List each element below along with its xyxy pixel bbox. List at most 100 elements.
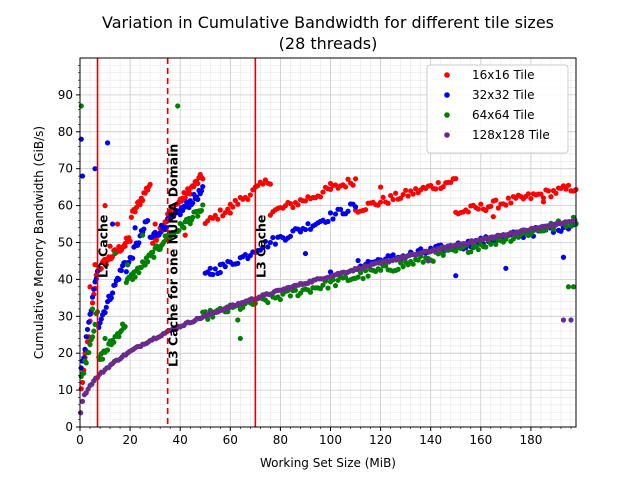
point-64x64-tile bbox=[357, 270, 364, 276]
point-32x32-tile bbox=[305, 221, 311, 227]
point-16x16-tile-outlier bbox=[114, 221, 121, 227]
point-64x64-tile bbox=[99, 356, 106, 362]
point-64x64-tile bbox=[332, 283, 339, 289]
point-32x32-tile bbox=[332, 211, 339, 217]
point-32x32-tile bbox=[109, 290, 116, 296]
point-32x32-tile bbox=[287, 233, 294, 239]
point-32x32-tile-outlier bbox=[92, 166, 98, 172]
point-32x32-tile bbox=[262, 238, 268, 245]
point-16x16-tile bbox=[362, 207, 369, 213]
point-64x64-tile bbox=[87, 341, 93, 348]
point-64x64-tile-outlier bbox=[237, 335, 243, 342]
point-64x64-tile bbox=[528, 231, 534, 237]
point-32x32-tile bbox=[217, 269, 223, 276]
point-64x64-tile bbox=[468, 249, 474, 255]
point-16x16-tile bbox=[295, 202, 301, 208]
point-16x16-tile bbox=[327, 186, 334, 192]
point-64x64-tile bbox=[116, 334, 122, 340]
point-64x64-tile-outlier bbox=[235, 317, 241, 323]
point-16x16-tile bbox=[475, 206, 481, 212]
point-64x64-tile bbox=[132, 274, 138, 280]
point-32x32-tile-outlier bbox=[109, 221, 116, 227]
point-16x16-tile bbox=[388, 192, 394, 199]
cache-line-label: L3 Cache for one NUMA Domain bbox=[166, 144, 181, 367]
point-32x32-tile bbox=[108, 295, 114, 301]
legend-label: 64x64 Tile bbox=[472, 108, 534, 122]
point-64x64-tile bbox=[453, 248, 459, 254]
x-tick-label: 0 bbox=[76, 433, 84, 447]
point-16x16-tile bbox=[247, 192, 253, 198]
point-32x32-tile bbox=[190, 200, 196, 206]
point-64x64-tile bbox=[89, 334, 96, 340]
point-32x32-tile bbox=[260, 244, 266, 251]
chart-title: Variation in Cumulative Bandwidth for di… bbox=[102, 13, 554, 32]
x-tick-label: 100 bbox=[319, 433, 342, 447]
point-16x16-tile bbox=[393, 190, 399, 196]
point-64x64-tile bbox=[475, 246, 481, 253]
point-32x32-tile bbox=[86, 319, 92, 325]
point-16x16-tile bbox=[528, 195, 534, 202]
point-32x32-tile bbox=[98, 316, 104, 322]
point-32x32-tile bbox=[345, 208, 351, 214]
point-64x64-tile bbox=[383, 263, 389, 269]
y-tick-label: 90 bbox=[58, 88, 73, 102]
y-tick-label: 40 bbox=[58, 272, 73, 286]
x-axis-label: Working Set Size (MiB) bbox=[260, 456, 396, 470]
point-64x64-tile-outlier bbox=[102, 335, 108, 342]
point-16x16-tile bbox=[103, 262, 109, 268]
x-tick-label: 20 bbox=[122, 433, 137, 447]
point-16x16-tile-outlier bbox=[152, 221, 158, 227]
point-32x32-tile bbox=[136, 240, 142, 246]
point-16x16-tile bbox=[540, 195, 547, 201]
point-16x16-tile bbox=[137, 202, 143, 208]
point-16x16-tile bbox=[320, 189, 326, 195]
y-tick-label: 80 bbox=[58, 125, 73, 139]
point-32x32-tile bbox=[130, 255, 136, 261]
point-16x16-tile bbox=[435, 179, 441, 186]
point-64x64-tile bbox=[138, 264, 144, 271]
point-16x16-tile bbox=[345, 176, 351, 182]
legend-marker bbox=[444, 132, 450, 138]
point-64x64-tile-outlier bbox=[78, 103, 84, 109]
point-64x64-tile bbox=[265, 299, 271, 306]
x-tick-label: 60 bbox=[223, 433, 238, 447]
point-32x32-tile bbox=[272, 241, 278, 247]
point-16x16-tile bbox=[413, 186, 419, 192]
point-16x16-tile bbox=[403, 187, 409, 193]
point-128x128-tile-outlier bbox=[560, 317, 567, 323]
point-16x16-tile bbox=[150, 240, 156, 246]
point-16x16-tile bbox=[483, 207, 489, 214]
point-16x16-tile-outlier bbox=[182, 232, 188, 238]
point-16x16-tile bbox=[225, 206, 231, 212]
point-64x64-tile bbox=[150, 249, 156, 255]
point-64x64-tile bbox=[410, 261, 416, 267]
point-64x64-tile bbox=[360, 275, 366, 282]
point-32x32-tile bbox=[267, 239, 273, 246]
point-16x16-tile bbox=[128, 214, 134, 220]
x-tick-label: 120 bbox=[369, 433, 392, 447]
point-16x16-tile bbox=[200, 176, 206, 182]
point-16x16-tile bbox=[245, 196, 251, 203]
point-64x64-tile-outlier bbox=[570, 284, 577, 290]
point-32x32-tile bbox=[337, 206, 344, 212]
chart-subtitle: (28 threads) bbox=[279, 34, 378, 53]
legend-marker bbox=[444, 72, 450, 78]
point-128x128-tile-outlier bbox=[425, 258, 431, 264]
point-32x32-tile bbox=[118, 267, 124, 274]
point-32x32-tile bbox=[235, 260, 241, 266]
point-64x64-tile bbox=[320, 282, 326, 288]
point-32x32-tile-outlier bbox=[453, 273, 459, 279]
point-128x128-tile bbox=[572, 217, 578, 223]
point-16x16-tile bbox=[140, 197, 146, 203]
point-64x64-tile bbox=[400, 264, 406, 270]
point-64x64-tile bbox=[277, 296, 284, 303]
point-32x32-tile bbox=[200, 183, 206, 190]
point-32x32-tile bbox=[123, 269, 129, 275]
point-32x32-tile bbox=[141, 226, 147, 232]
point-16x16-tile bbox=[182, 195, 188, 201]
point-16x16-tile bbox=[235, 201, 241, 207]
legend-label: 32x32 Tile bbox=[472, 88, 534, 102]
point-64x64-tile bbox=[415, 257, 421, 263]
point-32x32-tile bbox=[265, 244, 271, 250]
point-64x64-tile bbox=[568, 223, 574, 229]
